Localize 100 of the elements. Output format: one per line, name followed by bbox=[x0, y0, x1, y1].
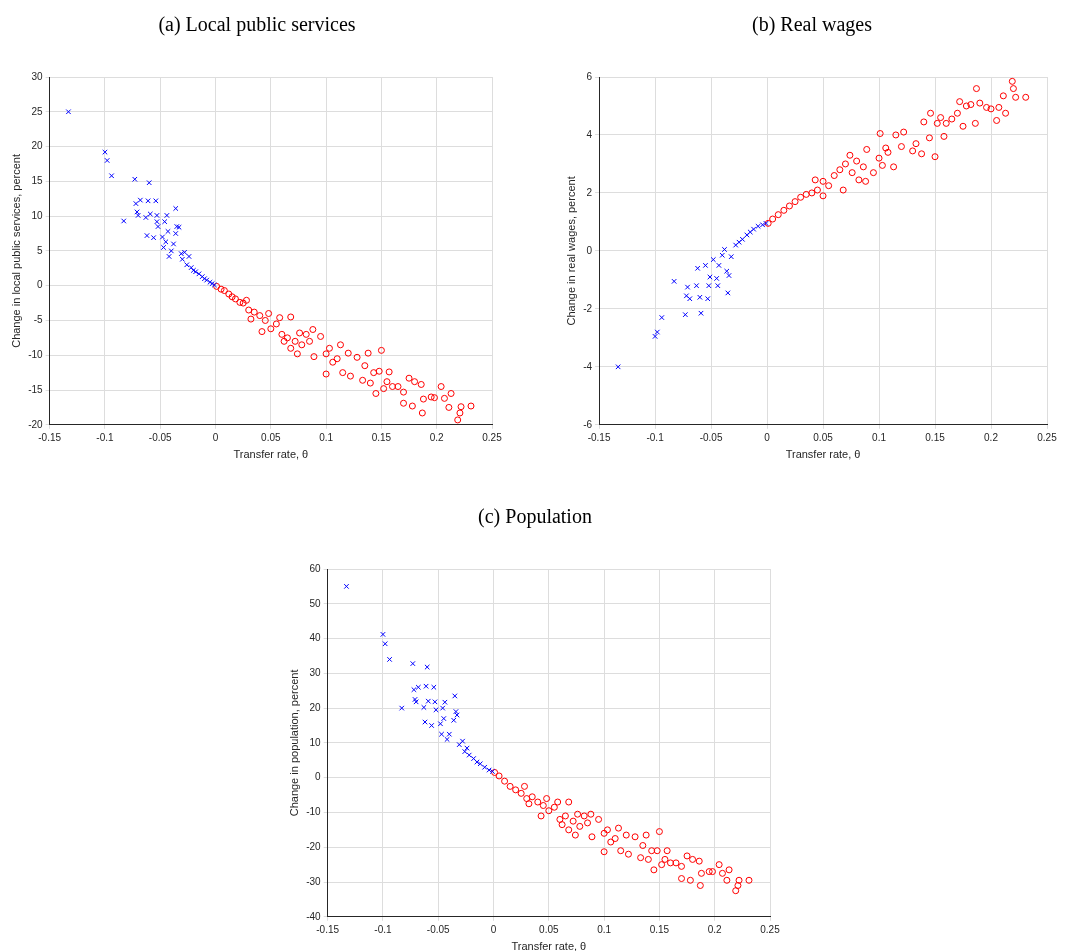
y-tick-label: -10 bbox=[306, 806, 322, 818]
point bbox=[747, 229, 754, 235]
point bbox=[697, 294, 703, 301]
point bbox=[750, 226, 757, 232]
point bbox=[736, 239, 742, 245]
x-tick-label: 0.1 bbox=[872, 431, 887, 443]
y-tick-label: -5 bbox=[33, 314, 44, 326]
y-tick-label: 2 bbox=[586, 186, 593, 198]
x-tick-label: -0.15 bbox=[38, 431, 62, 443]
point bbox=[410, 660, 416, 667]
y-tick-label: -20 bbox=[28, 418, 44, 430]
y-tick-label: -6 bbox=[583, 418, 593, 430]
point bbox=[438, 731, 445, 737]
x-tick-label: -0.1 bbox=[96, 431, 114, 443]
point bbox=[170, 241, 177, 247]
point bbox=[450, 717, 457, 724]
chart-title: (b) Real wages bbox=[751, 12, 873, 38]
point bbox=[146, 179, 152, 186]
y-axis-title: Change in local public services, percent bbox=[9, 153, 22, 348]
chart-title: (a) Local public services bbox=[157, 12, 357, 38]
point bbox=[459, 738, 466, 744]
point bbox=[424, 664, 430, 670]
point bbox=[380, 631, 386, 638]
point bbox=[683, 293, 690, 299]
point bbox=[481, 764, 488, 771]
point bbox=[108, 173, 115, 179]
x-tick-label: -0.15 bbox=[316, 923, 340, 935]
point bbox=[184, 262, 190, 268]
y-tick-label: 0 bbox=[315, 771, 322, 783]
point bbox=[382, 641, 388, 647]
point bbox=[706, 282, 712, 289]
point bbox=[102, 149, 108, 155]
x-tick-label: 0.05 bbox=[813, 431, 834, 443]
point bbox=[462, 748, 468, 755]
x-axis-title: Transfer rate, θ bbox=[785, 448, 861, 461]
y-tick-label: 20 bbox=[31, 140, 44, 152]
x-axis-title: Transfer rate, θ bbox=[233, 448, 309, 461]
point bbox=[433, 707, 439, 713]
y-tick-label: 25 bbox=[31, 105, 44, 117]
point bbox=[728, 253, 734, 260]
x-tick-label: 0.25 bbox=[760, 923, 781, 935]
point bbox=[652, 333, 658, 340]
x-tick-label: 0.1 bbox=[597, 923, 612, 935]
point bbox=[104, 157, 110, 164]
x-tick-label: 0.2 bbox=[984, 431, 999, 443]
point bbox=[137, 197, 144, 203]
y-tick-label: 15 bbox=[31, 175, 44, 187]
x-tick-label: 0.1 bbox=[319, 431, 334, 443]
point bbox=[65, 109, 72, 115]
point bbox=[659, 314, 665, 321]
point bbox=[432, 699, 438, 705]
point bbox=[421, 704, 427, 711]
point bbox=[343, 583, 350, 590]
x-tick-label: 0.2 bbox=[429, 431, 445, 443]
y-tick-label: -40 bbox=[306, 910, 322, 922]
point bbox=[682, 311, 689, 318]
x-tick-label: 0.05 bbox=[539, 923, 559, 935]
point bbox=[755, 223, 761, 230]
point bbox=[739, 236, 746, 243]
point bbox=[147, 211, 154, 217]
y-tick-label: -10 bbox=[28, 348, 44, 360]
point bbox=[671, 278, 677, 285]
point bbox=[477, 761, 484, 767]
x-tick-label: -0.1 bbox=[374, 923, 392, 935]
point bbox=[386, 656, 393, 663]
point bbox=[144, 232, 150, 239]
x-tick-label: 0 bbox=[764, 431, 771, 443]
y-tick-label: -30 bbox=[306, 875, 322, 887]
y-axis-title: Change in population, percent bbox=[287, 669, 300, 817]
point bbox=[428, 722, 435, 729]
y-tick-label: 0 bbox=[37, 279, 44, 291]
point bbox=[702, 262, 709, 269]
x-tick-label: -0.1 bbox=[646, 431, 665, 443]
x-tick-label: 0.15 bbox=[925, 431, 946, 443]
point bbox=[153, 198, 159, 204]
x-tick-label: -0.05 bbox=[426, 923, 451, 935]
x-tick-label: -0.15 bbox=[587, 431, 611, 443]
x-tick-label: 0.05 bbox=[261, 431, 281, 443]
point bbox=[486, 767, 492, 773]
point bbox=[172, 205, 179, 212]
point bbox=[437, 721, 444, 727]
point bbox=[687, 295, 693, 302]
y-tick-label: 20 bbox=[309, 701, 322, 713]
point bbox=[693, 282, 700, 289]
point bbox=[150, 234, 157, 241]
point bbox=[698, 310, 704, 316]
point bbox=[431, 684, 437, 691]
chart-title: (c) Population bbox=[477, 504, 593, 530]
point bbox=[474, 759, 480, 765]
point bbox=[454, 712, 460, 718]
point bbox=[413, 699, 419, 705]
x-tick-label: 0.15 bbox=[649, 923, 670, 935]
point bbox=[423, 683, 429, 689]
point bbox=[452, 693, 458, 699]
point bbox=[453, 708, 459, 715]
x-tick-label: 0 bbox=[212, 431, 219, 443]
y-axis-title: Change in real wages, percent bbox=[564, 176, 577, 326]
y-tick-label: 10 bbox=[309, 736, 322, 748]
point bbox=[732, 242, 739, 248]
x-tick-label: -0.05 bbox=[148, 431, 173, 443]
